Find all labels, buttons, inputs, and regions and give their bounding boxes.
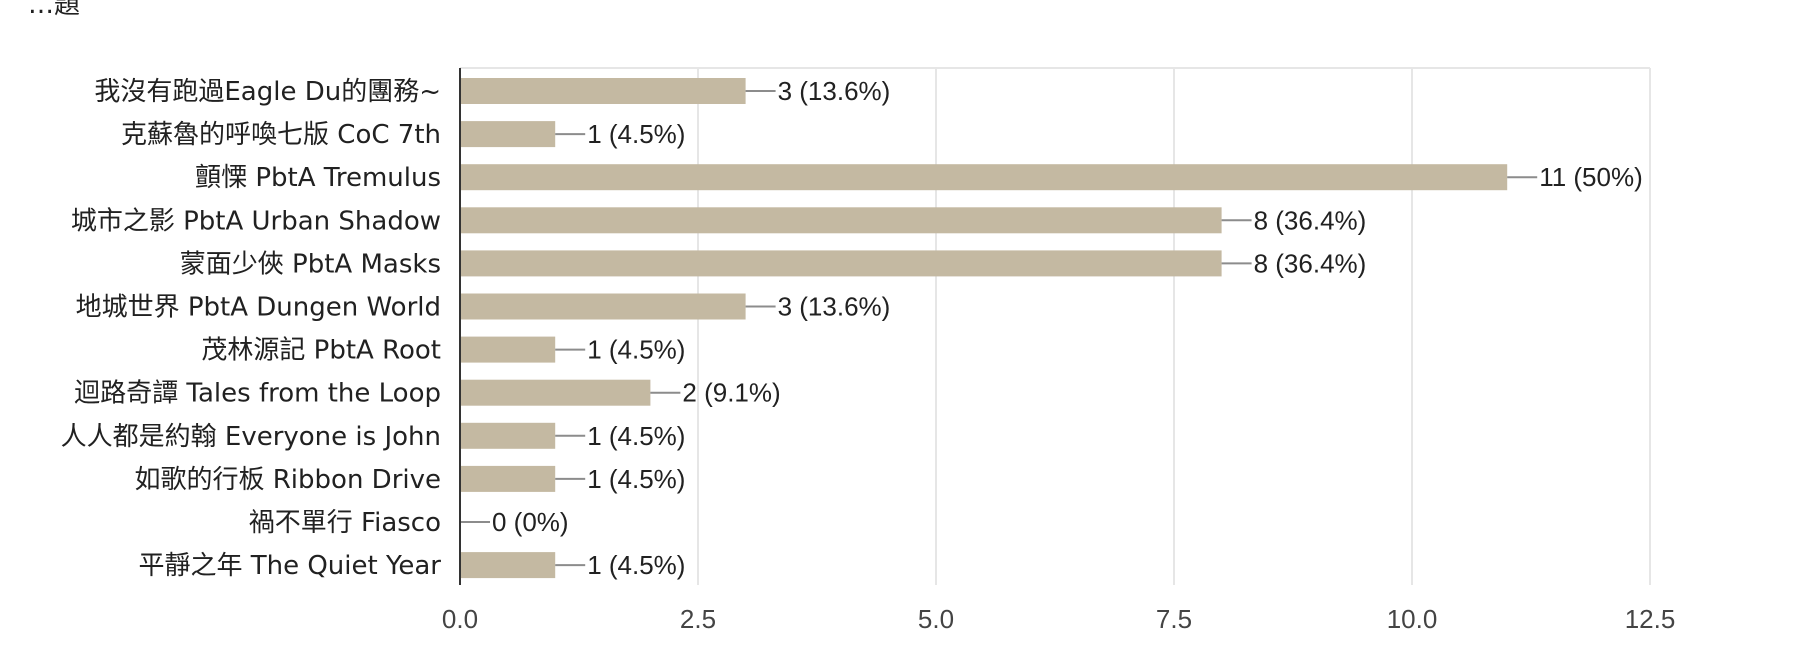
category-label: 我沒有跑過Eagle Du的團務~ xyxy=(94,77,441,107)
category-label: 城市之影 PbtA Urban Shadow xyxy=(71,206,441,236)
category-labels-group: 我沒有跑過Eagle Du的團務~ 克蘇魯的呼喚七版 CoC 7th 顫慄 PbtA… xyxy=(61,77,442,581)
category-label: 茂林源記 PbtA Root xyxy=(201,336,441,366)
data-labels-group: 3 (13.6%) 1 (4.5%) 11 (50%) 8 (36.4%) 8 (36.… xyxy=(492,76,1643,580)
data-label: 1 (4.5%) xyxy=(587,464,685,494)
leader-lines-group xyxy=(460,90,1538,567)
bars-group xyxy=(460,78,1508,579)
data-label: 8 (36.4%) xyxy=(1254,205,1367,235)
bar xyxy=(460,250,1222,277)
data-label: 3 (13.6%) xyxy=(778,76,891,106)
data-label: 2 (9.1%) xyxy=(682,378,780,408)
category-label: 蒙面少俠 PbtA Masks xyxy=(180,249,441,279)
data-label: 11 (50%) xyxy=(1539,162,1643,192)
category-label: 禍不單行 Fiasco xyxy=(249,508,441,538)
cut-off-question-title: …題 xyxy=(28,0,81,20)
data-label: 1 (4.5%) xyxy=(587,421,685,451)
bar xyxy=(460,379,651,406)
bar xyxy=(460,422,556,449)
bar xyxy=(460,121,556,148)
x-tick-label: 5.0 xyxy=(918,604,954,634)
bar xyxy=(460,552,556,579)
category-label: 如歌的行板 Ribbon Drive xyxy=(134,465,441,495)
bar xyxy=(460,78,746,104)
x-axis-tick-labels: 0.0 2.5 5.0 7.5 10.0 12.5 xyxy=(442,604,1675,634)
bar xyxy=(460,465,556,492)
category-label: 平靜之年 The Quiet Year xyxy=(138,551,441,581)
data-label: 1 (4.5%) xyxy=(587,550,685,580)
x-tick-label: 10.0 xyxy=(1387,604,1438,634)
x-tick-label: 0.0 xyxy=(442,604,478,634)
category-label: 克蘇魯的呼喚七版 CoC 7th xyxy=(121,120,441,150)
category-label: 地城世界 PbtA Dungen World xyxy=(76,293,441,323)
bar xyxy=(460,207,1222,234)
bar xyxy=(460,164,1508,191)
data-label: 3 (13.6%) xyxy=(778,292,891,322)
data-label: 1 (4.5%) xyxy=(587,119,685,149)
grid-lines xyxy=(460,67,1651,585)
category-label: 人人都是約翰 Everyone is John xyxy=(61,422,441,452)
data-label: 1 (4.5%) xyxy=(587,335,685,365)
data-label: 8 (36.4%) xyxy=(1254,248,1367,278)
category-label: 迴路奇譚 Tales from the Loop xyxy=(74,379,441,409)
bar xyxy=(460,293,746,320)
x-tick-label: 2.5 xyxy=(680,604,716,634)
category-label: 顫慄 PbtA Tremulus xyxy=(195,163,441,193)
x-tick-label: 7.5 xyxy=(1156,604,1192,634)
x-tick-label: 12.5 xyxy=(1625,604,1676,634)
data-label: 0 (0%) xyxy=(492,507,569,537)
bar xyxy=(460,336,556,363)
